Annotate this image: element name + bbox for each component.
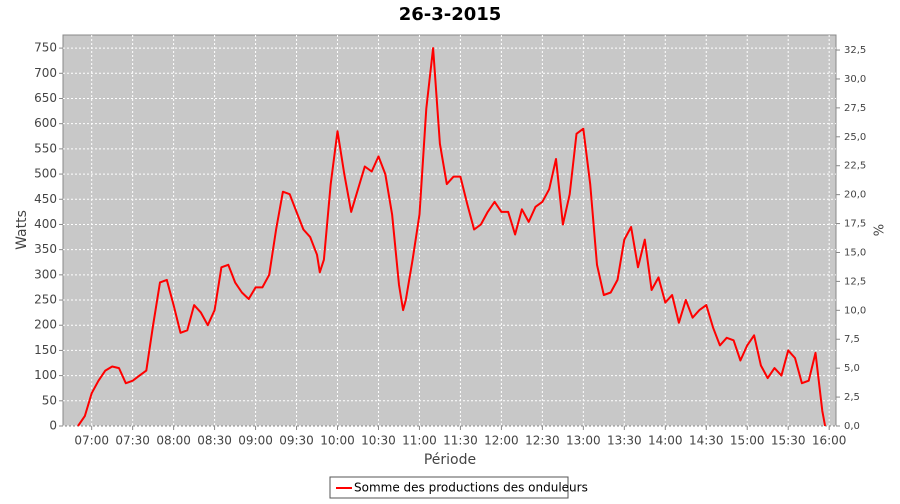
- y-tick-label: 400: [34, 217, 57, 231]
- x-tick-label: 07:30: [115, 434, 150, 448]
- x-tick-label: 10:00: [320, 434, 355, 448]
- x-tick-label: 09:00: [238, 434, 273, 448]
- y2-tick-label: 30,0: [844, 74, 866, 85]
- plot-area: [62, 34, 837, 427]
- y2-tick-label: 0,0: [844, 421, 860, 432]
- x-axis-label: Période: [424, 452, 476, 468]
- line: [77, 47, 827, 427]
- x-tick-label: 12:30: [525, 434, 560, 448]
- x-tick-label: 09:30: [279, 434, 314, 448]
- y-tick-label: 50: [42, 393, 57, 407]
- y-tick-label: 750: [34, 41, 57, 55]
- y2-tick-label: 25,0: [844, 132, 866, 143]
- x-tick-label: 08:00: [156, 434, 191, 448]
- x-tick-label: 10:30: [361, 434, 396, 448]
- y-tick-label: 150: [34, 343, 57, 357]
- x-tick-label: 07:00: [74, 434, 109, 448]
- y2-tick-label: 12,5: [844, 276, 866, 287]
- y2-tick-label: 7,5: [844, 334, 860, 345]
- x-tick-label: 16:00: [812, 434, 847, 448]
- y-tick-label: 250: [34, 293, 57, 307]
- x-tick-label: 13:00: [566, 434, 601, 448]
- y-tick-label: 500: [34, 167, 57, 181]
- y-tick-label: 350: [34, 242, 57, 256]
- legend: [329, 476, 569, 499]
- y-tick-label: 700: [34, 66, 57, 80]
- y-tick-label: 0: [49, 419, 57, 433]
- x-tick-label: 12:00: [484, 434, 519, 448]
- y-tick-label: 450: [34, 192, 57, 206]
- y2-tick-label: 5,0: [844, 363, 860, 374]
- y-tick-label: 300: [34, 267, 57, 281]
- x-tick-label: 13:30: [607, 434, 642, 448]
- x-tick-label: 11:00: [402, 434, 437, 448]
- x-tick-label: 15:30: [771, 434, 806, 448]
- y-tick-label: 200: [34, 318, 57, 332]
- y2-tick-label: 17,5: [844, 219, 866, 230]
- x-tick-label: 08:30: [197, 434, 232, 448]
- legend-box: [329, 476, 569, 499]
- y2-tick-label: 32,5: [844, 45, 866, 56]
- y-tick-label: 650: [34, 91, 57, 105]
- chart-title: 26-3-2015: [399, 4, 502, 25]
- x-tick-label: 14:00: [648, 434, 683, 448]
- y2-tick-label: 2,5: [844, 392, 860, 403]
- legend-label: Somme des productions des onduleurs: [354, 481, 588, 495]
- x-tick-label: 15:00: [730, 434, 765, 448]
- y2-tick-label: 27,5: [844, 103, 866, 114]
- y2-tick-label: 15,0: [844, 247, 866, 258]
- y-tick-label: 550: [34, 141, 57, 155]
- x-tick-label: 11:30: [443, 434, 478, 448]
- y2-tick-label: 20,0: [844, 190, 866, 201]
- x-tick-label: 14:30: [689, 434, 724, 448]
- y2-tick-label: 22,5: [844, 161, 866, 172]
- y-axis-label: Watts: [14, 210, 30, 250]
- y2-tick-label: 10,0: [844, 305, 866, 316]
- y2-axis-label: %: [873, 224, 888, 236]
- y-tick-label: 600: [34, 116, 57, 130]
- y-tick-label: 100: [34, 368, 57, 382]
